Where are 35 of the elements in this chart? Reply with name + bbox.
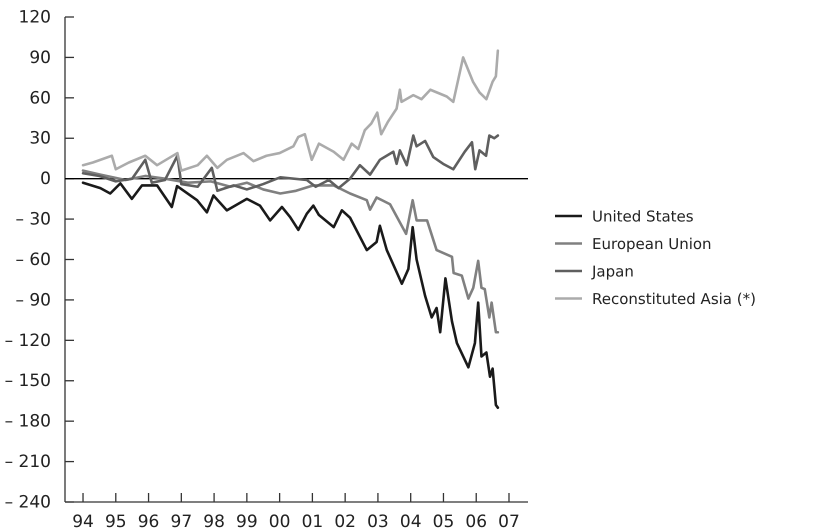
x-tick-label: 01 (302, 512, 324, 531)
x-tick-label: 98 (203, 512, 225, 531)
line-series (82, 134, 500, 192)
legend-label: European Union (592, 235, 712, 253)
x-tick-label: 97 (170, 512, 192, 531)
legend-label: Reconstituted Asia (*) (592, 290, 756, 308)
x-tick-label: 95 (104, 512, 127, 531)
legend-label: United States (592, 208, 694, 226)
line-series (82, 181, 500, 409)
y-tick-label: – 60 (15, 250, 51, 270)
line-series (82, 169, 500, 334)
y-tick-label: – 30 (15, 210, 51, 230)
x-tick-label: 99 (236, 512, 258, 531)
x-tick-label: 04 (400, 512, 422, 531)
y-tick-label: – 240 (4, 492, 51, 512)
x-tick-label: 03 (367, 512, 389, 531)
y-tick-label: – 180 (4, 412, 51, 432)
y-tick-label: 0 (40, 169, 51, 190)
x-tick-label: 94 (72, 512, 94, 531)
y-tick-label: 90 (29, 48, 51, 68)
x-tick-label: 07 (498, 512, 520, 531)
y-tick-label: – 120 (4, 330, 51, 351)
y-tick-label: – 210 (4, 452, 51, 472)
x-tick-label: 02 (334, 512, 356, 531)
legend-label: Japan (591, 262, 634, 280)
x-tick-label: 00 (268, 512, 290, 531)
y-tick-label: – 150 (4, 371, 51, 392)
y-tick-label: 30 (29, 128, 51, 149)
y-tick-label: 60 (29, 88, 51, 108)
x-tick-label: 96 (138, 512, 160, 531)
x-tick-label: 06 (465, 512, 488, 531)
line-series (82, 49, 500, 172)
x-tick-label: 05 (432, 512, 454, 531)
y-tick-label: 120 (18, 7, 51, 28)
y-tick-label: – 90 (15, 290, 51, 310)
